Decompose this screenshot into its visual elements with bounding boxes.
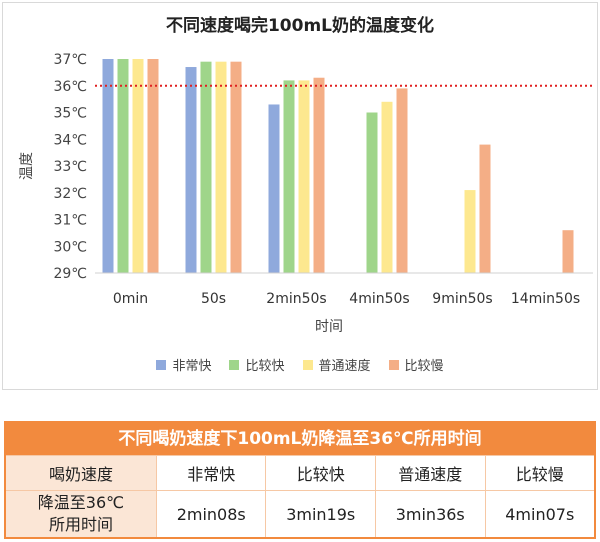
y-tick-label: 37℃ [53,52,87,68]
y-tick-label: 36℃ [53,79,87,95]
bar [381,101,393,273]
y-tick-label: 31℃ [53,213,87,229]
bar [313,77,325,273]
y-axis-label: 温度 [19,152,35,180]
x-tick-label: 14min50s [511,291,580,307]
legend-item: 非常快 [156,355,211,374]
x-tick-label: 2min50s [266,291,326,307]
legend-label: 比较慢 [404,359,444,374]
legend-swatch [302,359,313,370]
legend-swatch [229,359,240,370]
legend-label: 普通速度 [318,359,371,374]
speed-cell: 比较慢 [484,456,595,490]
table-title: 不同喝奶速度下100mL奶降温至36℃所用时间 [6,423,594,455]
y-tick-label: 29℃ [53,266,87,282]
bar-chart: 29℃ 30℃ 31℃ 32℃ 33℃ 34℃ 35℃ 36℃ 37℃ 温度 0min 50s 2min… [19,52,593,335]
bar [268,104,280,273]
bar [200,61,212,273]
bar [185,67,197,274]
time-cell: 4min07s [484,491,595,537]
chart-legend: 非常快 比较快 普通速度 比较慢 [3,355,597,374]
legend-swatch [388,359,399,370]
bar [366,112,378,273]
bar [479,144,491,273]
legend-item: 比较慢 [388,355,444,374]
bar [132,59,144,273]
speed-table: 不同喝奶速度下100mL奶降温至36℃所用时间 喝奶速度 非常快 比较快 普通速… [4,421,596,539]
x-tick-label: 9min50s [432,291,492,307]
legend-item: 比较快 [229,355,285,374]
chart-title: 不同速度喝完100mL奶的温度变化 [165,16,435,36]
bar [215,61,227,273]
row-label-time: 降温至36℃ 所用时间 [6,491,156,537]
legend-label: 比较快 [245,359,285,374]
table-row-speed: 喝奶速度 非常快 比较快 普通速度 比较慢 [6,455,594,490]
speed-cell: 比较快 [265,456,375,490]
y-tick-label: 32℃ [53,186,87,202]
y-tick-label: 30℃ [53,239,87,255]
x-tick-label: 50s [201,291,226,307]
bar [283,80,295,274]
time-cell: 2min08s [155,491,266,537]
x-axis-label: 时间 [315,319,343,335]
speed-cell: 普通速度 [374,456,485,490]
bar [102,59,114,273]
bar [396,88,408,273]
legend-label: 非常快 [172,359,212,374]
speed-cell: 非常快 [155,456,266,490]
time-cell: 3min36s [374,491,485,537]
bar [562,230,574,273]
bar [117,59,129,273]
bar [464,190,476,273]
bar [298,80,310,274]
bar [147,59,159,273]
y-tick-label: 35℃ [53,106,87,122]
bar [230,61,242,273]
chart-panel: 不同速度喝完100mL奶的温度变化 29℃ 30℃ 31℃ 32℃ 33℃ 34℃ 35℃ 3… [2,2,598,390]
time-cell: 3min19s [265,491,375,537]
legend-item: 普通速度 [302,355,371,374]
legend-swatch [156,359,167,370]
x-tick-label: 0min [113,291,148,307]
row-label-time-line2: 所用时间 [48,515,113,534]
row-label-speed: 喝奶速度 [6,456,156,490]
table-row-time: 降温至36℃ 所用时间 2min08s 3min19s 3min36s 4min… [6,490,594,537]
x-tick-label: 4min50s [349,291,409,307]
y-tick-label: 33℃ [53,159,87,175]
y-tick-label: 34℃ [53,132,87,148]
row-label-time-line1: 降温至36℃ [37,493,125,512]
